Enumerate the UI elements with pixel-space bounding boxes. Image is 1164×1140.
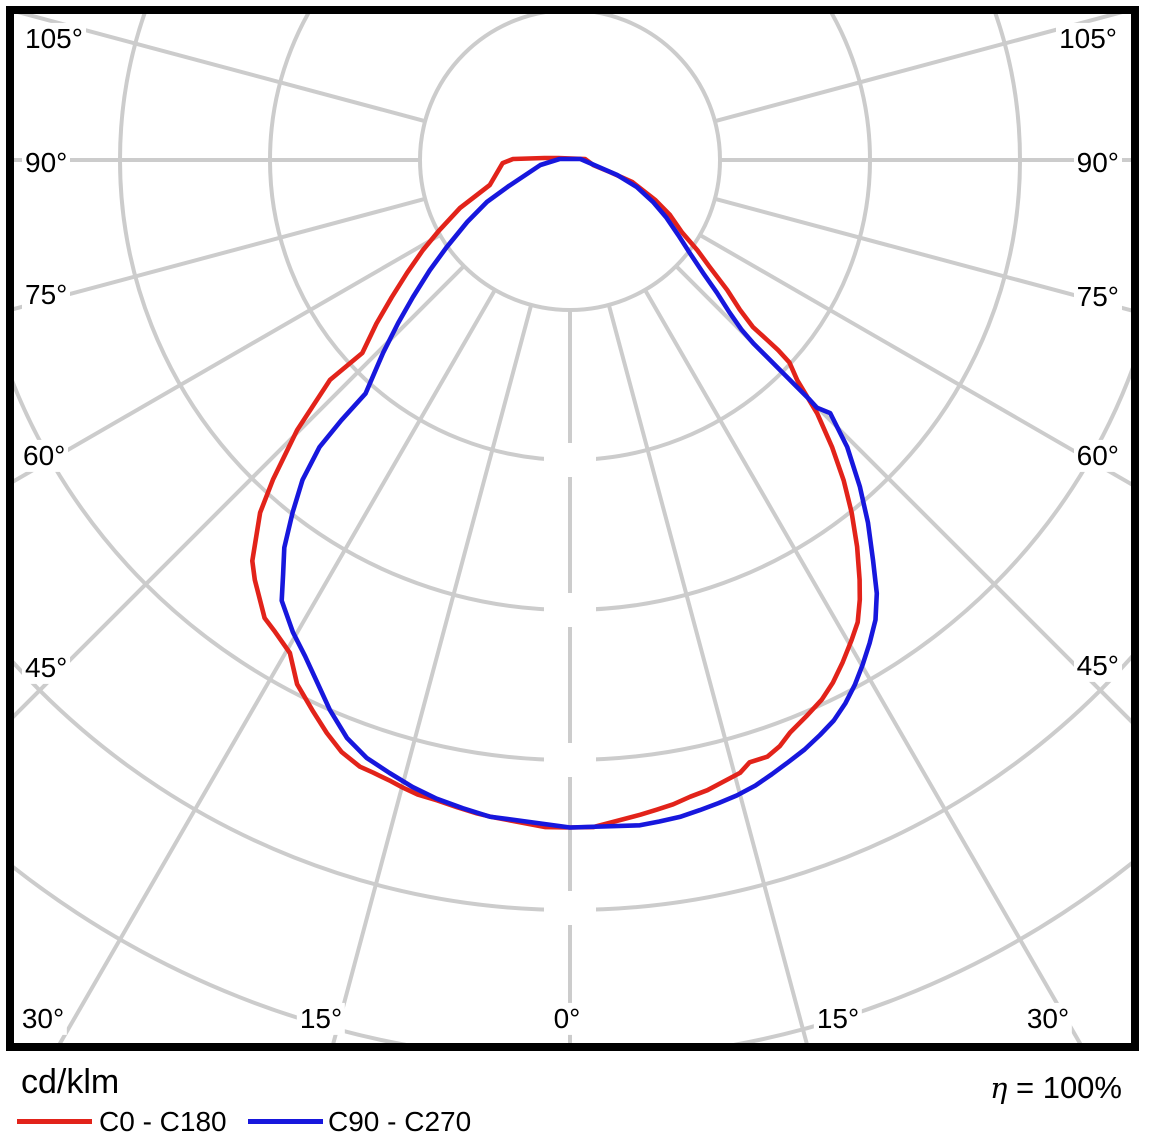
axis-label-bottom-30r: 30° <box>1023 1002 1073 1036</box>
legend-label-c90-c270: C90 - C270 <box>328 1106 472 1137</box>
legend-label-c0-c180: C0 - C180 <box>99 1106 227 1137</box>
curve-C90-C270 <box>279 156 880 830</box>
axis-label-left-45: 45° <box>22 651 71 685</box>
axis-label-right-75: 75° <box>1073 280 1122 314</box>
axis-label-right-45: 45° <box>1073 649 1122 683</box>
unit-label: cd/klm <box>21 1063 120 1101</box>
eta-symbol: η <box>989 1071 1008 1105</box>
axis-label-right-90: 90° <box>1073 146 1122 180</box>
legend-swatch-c0-c180 <box>17 1119 92 1124</box>
curve-C0-C180 <box>250 155 863 830</box>
axis-label-bottom-15r: 15° <box>813 1002 863 1036</box>
efficiency-value: = 100% <box>1015 1070 1122 1105</box>
plot-border <box>6 6 1139 1051</box>
axis-label-bottom-30l: 30° <box>18 1002 68 1036</box>
efficiency-label: η = 100% <box>990 1070 1122 1106</box>
axis-label-bottom-0: 0° <box>550 1002 584 1036</box>
axis-label-left-60: 60° <box>20 439 69 473</box>
axis-label-right-60: 60° <box>1073 439 1122 473</box>
legend-swatch-c90-c270 <box>248 1119 323 1124</box>
axis-label-left-75: 75° <box>22 278 71 312</box>
axis-label-right-105: 105° <box>1056 22 1120 56</box>
axis-label-left-105: 105° <box>22 22 86 56</box>
axis-label-left-90: 90° <box>22 146 71 180</box>
axis-label-bottom-15l: 15° <box>296 1002 346 1036</box>
